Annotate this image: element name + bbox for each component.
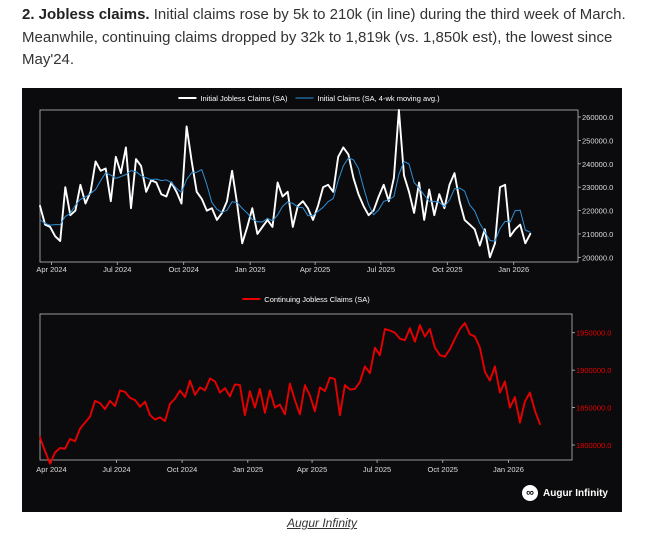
x-tick-label: Jul 2024: [103, 265, 131, 274]
y-tick-label: 240000.0: [582, 160, 613, 169]
plot-frame: [39, 109, 579, 263]
x-tick-label: Oct 2025: [428, 465, 458, 474]
article-body: Initial claims rose by 5k to 210k (in li…: [22, 6, 626, 68]
x-tick-label: Oct 2024: [167, 465, 197, 474]
y-tick-label: 210000.0: [582, 230, 613, 239]
x-tick-label: Jul 2024: [102, 465, 130, 474]
legend: Initial Jobless Claims (SA) Initial Claim…: [178, 94, 440, 103]
x-tick-label: Oct 2025: [432, 265, 462, 274]
legend-label: Continuing Jobless Claims (SA): [264, 295, 370, 304]
x-tick-label: Apr 2024: [36, 465, 66, 474]
chart-container: 200000.0 210000.0 220000.0 230000.0 240000.0…: [22, 88, 622, 512]
infinity-logo-icon: ∞: [522, 485, 538, 501]
series-line-continuing-0: [39, 322, 541, 465]
brand-mark: ∞ Augur Infinity: [522, 485, 608, 501]
chart-panel-continuing: 1800000.0 1850000.0 1900000.0 1950000.0 Apr …: [36, 295, 611, 474]
y-tick-label: 1850000.0: [576, 404, 611, 413]
y-tick-label: 1950000.0: [576, 329, 611, 338]
legend-label: Initial Claims (SA, 4-wk moving avg.): [318, 94, 441, 103]
y-tick-label: 230000.0: [582, 183, 613, 192]
figure-caption[interactable]: Augur Infinity: [286, 516, 358, 530]
series-line-initial-1: [39, 157, 531, 242]
plot-frame: [39, 313, 573, 461]
article-paragraph: 2. Jobless claims. Initial claims rose b…: [22, 4, 642, 72]
x-tick-label: Jan 2025: [232, 465, 263, 474]
x-tick-label: Jan 2025: [235, 265, 266, 274]
y-tick-label: 260000.0: [582, 113, 613, 122]
legend: Continuing Jobless Claims (SA): [242, 295, 370, 304]
article-heading: 2. Jobless claims.: [22, 6, 150, 23]
x-tick-label: Jul 2025: [363, 465, 391, 474]
x-tick-label: Apr 2025: [300, 265, 330, 274]
x-tick-label: Jan 2026: [493, 465, 524, 474]
x-tick-label: Jan 2026: [498, 265, 529, 274]
legend-label: Initial Jobless Claims (SA): [200, 94, 288, 103]
claims-chart: 200000.0 210000.0 220000.0 230000.0 240000.0…: [36, 94, 613, 474]
y-tick-label: 1800000.0: [576, 441, 611, 450]
y-tick-label: 250000.0: [582, 136, 613, 145]
x-tick-label: Apr 2024: [36, 265, 66, 274]
y-tick-label: 200000.0: [582, 253, 613, 262]
y-tick-label: 1900000.0: [576, 366, 611, 375]
y-tick-label: 220000.0: [582, 207, 613, 216]
x-tick-label: Oct 2024: [168, 265, 198, 274]
chart-panel-initial: 200000.0 210000.0 220000.0 230000.0 240000.0…: [36, 94, 613, 274]
x-tick-label: Jul 2025: [367, 265, 395, 274]
x-tick-label: Apr 2025: [297, 465, 327, 474]
brand-name: Augur Infinity: [543, 487, 608, 499]
series-line-initial-0: [39, 109, 532, 259]
